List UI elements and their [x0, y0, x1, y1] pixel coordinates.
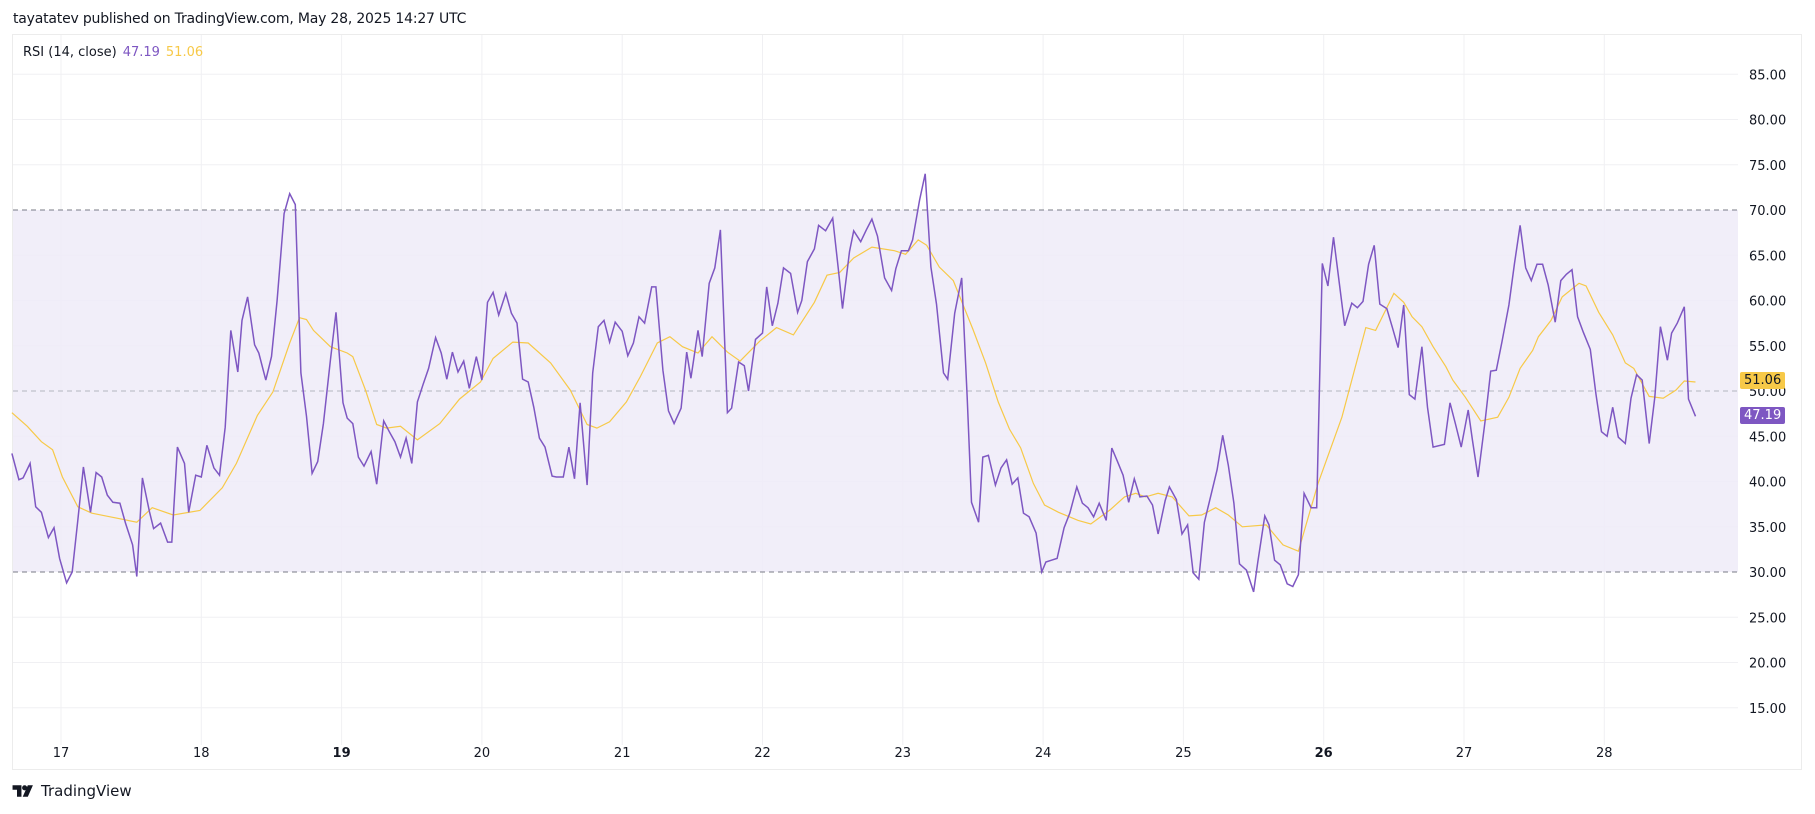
time-scale-label: 20 [474, 746, 491, 761]
price-scale-label: 80.00 [1749, 114, 1786, 129]
price-scale-label: 75.00 [1749, 159, 1786, 174]
indicator-title[interactable]: RSI (14, close) [23, 45, 117, 60]
price-scale-label: 65.00 [1749, 249, 1786, 264]
signal-line [11, 239, 1696, 553]
price-scale-label: 25.00 [1749, 611, 1786, 626]
price-scale-label: 40.00 [1749, 476, 1786, 491]
price-scale-label: 20.00 [1749, 657, 1786, 672]
time-scale-label: 25 [1175, 746, 1192, 761]
rsi-legend-value: 47.19 [122, 45, 160, 60]
price-scale-label: 30.00 [1749, 566, 1786, 581]
price-scale-label: 45.00 [1749, 430, 1786, 445]
time-scale-label: 17 [53, 746, 70, 761]
time-scale-label: 28 [1596, 746, 1613, 761]
time-scale-label: 19 [333, 746, 351, 761]
chart-frame [12, 34, 1802, 770]
time-scale-label: 18 [193, 746, 210, 761]
publish-info: tayatatev published on TradingView.com, … [13, 11, 467, 27]
rsi-line [11, 173, 1697, 593]
price-scale-label: 85.00 [1749, 68, 1786, 83]
price-scale-label: 35.00 [1749, 521, 1786, 536]
price-scale-label: 70.00 [1749, 204, 1786, 219]
rsi-price-badge: 47.19 [1740, 407, 1786, 424]
time-scale-label: 24 [1035, 746, 1052, 761]
time-scale-label: 22 [754, 746, 771, 761]
time-scale-label: 27 [1456, 746, 1473, 761]
price-scale-label: 60.00 [1749, 295, 1786, 310]
signal-price-badge: 51.06 [1740, 372, 1786, 389]
price-scale-label: 15.00 [1749, 702, 1786, 717]
tradingview-logo-icon [12, 785, 33, 797]
indicator-legend[interactable]: RSI (14, close) 47.19 51.06 [23, 45, 209, 60]
tradingview-brand[interactable]: TradingView [12, 782, 132, 800]
signal-legend-value: 51.06 [165, 45, 204, 60]
brand-name: TradingView [41, 782, 132, 800]
time-scale-label: 21 [614, 746, 631, 761]
time-scale[interactable]: 17 18 19 20 21 22 23 24 25 26 27 28 [53, 746, 1613, 761]
time-scale-label: 23 [895, 746, 912, 761]
price-scale[interactable]: 85.0080.0075.0070.0065.0060.0055.0050.00… [1749, 68, 1786, 717]
price-scale-label: 55.00 [1749, 340, 1786, 355]
time-scale-label: 26 [1315, 746, 1333, 761]
rsi-band-fill [13, 210, 1738, 572]
